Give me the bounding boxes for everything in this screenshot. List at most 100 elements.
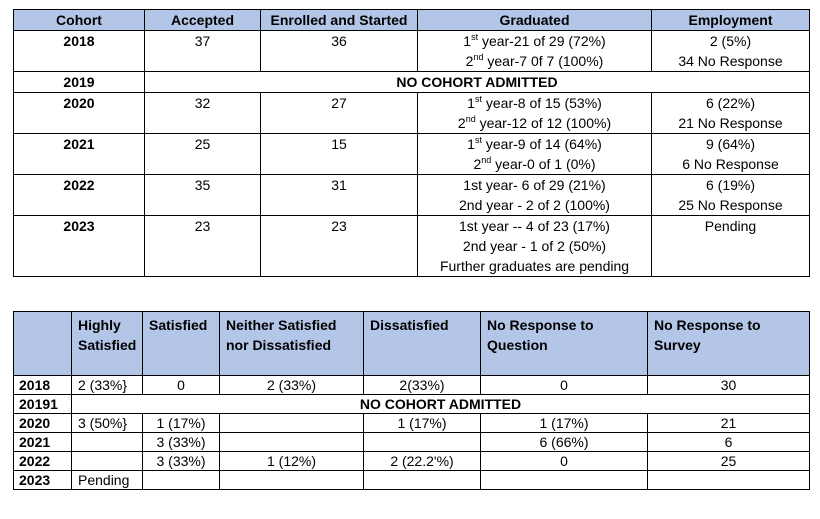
accepted-count: 25 (144, 133, 261, 175)
dissatisfied-value: 2(33%) (363, 375, 481, 395)
cohort-year: 2021 (13, 133, 145, 175)
enrolled-count: 31 (260, 174, 418, 216)
no-response-survey-value: 21 (647, 413, 810, 433)
survey-year: 2023 (13, 470, 72, 490)
satisfied-value (142, 470, 220, 490)
table-row: 2022 35 31 1st year- 6 of 29 (21%) 2nd y… (13, 174, 810, 216)
satisfaction-table: Highly Satisfied Satisfied Neither Satis… (13, 311, 810, 490)
grad-line: 1st year- 6 of 29 (21%) (463, 177, 606, 193)
highly-satisfied-value (71, 451, 143, 471)
cohort-year: 2019 (13, 71, 145, 93)
enrolled-count: 27 (260, 92, 418, 134)
accepted-count: 23 (144, 215, 261, 277)
grad-line: 2nd year-12 of 12 (100%) (457, 114, 612, 131)
grad-line: 2nd year - 2 of 2 (100%) (459, 197, 610, 213)
header-neither: Neither Satisfied nor Dissatisfied (219, 311, 364, 376)
accepted-count: 37 (144, 30, 261, 72)
survey-year: 20191 (13, 394, 72, 414)
table-row: 2019 NO COHORT ADMITTED (13, 71, 810, 93)
highly-satisfied-value: 2 (33%} (71, 375, 143, 395)
dissatisfied-value: 1 (17%) (363, 413, 481, 433)
dissatisfied-value: 2 (22.2'%) (363, 451, 481, 471)
no-cohort-note: NO COHORT ADMITTED (71, 394, 810, 414)
satisfaction-header-row: Highly Satisfied Satisfied Neither Satis… (13, 311, 810, 376)
highly-satisfied-value: 3 (50%} (71, 413, 143, 433)
grad-line: 2nd year - 1 of 2 (50%) (462, 238, 607, 254)
survey-year: 2020 (13, 413, 72, 433)
highly-satisfied-value (71, 432, 143, 452)
no-response-survey-value: 30 (647, 375, 810, 395)
header-no-response-question: No Response to Question (480, 311, 648, 376)
no-response-question-value: 6 (66%) (480, 432, 648, 452)
neither-value (219, 413, 364, 433)
dissatisfied-value (363, 432, 481, 452)
satisfied-value: 3 (33%) (142, 432, 220, 452)
cohort-year: 2022 (13, 174, 145, 216)
employment-cell: 6 (22%) 21 No Response (651, 92, 810, 134)
table-row: 2020 32 27 1st year-8 of 15 (53%) 2nd ye… (13, 92, 810, 134)
satisfied-value: 1 (17%) (142, 413, 220, 433)
survey-year: 2018 (13, 375, 72, 395)
graduated-cell: 1st year-8 of 15 (53%) 2nd year-12 of 12… (417, 92, 652, 134)
grad-line: Further graduates are pending (439, 258, 630, 274)
employment-cell: 9 (64%) 6 No Response (651, 133, 810, 175)
header-dissatisfied: Dissatisfied (363, 311, 481, 376)
table-row: 2023 Pending (13, 470, 810, 490)
header-graduated: Graduated (417, 9, 652, 31)
enrolled-count: 36 (260, 30, 418, 72)
employment-cell: 6 (19%) 25 No Response (651, 174, 810, 216)
table-row: 2021 3 (33%) 6 (66%) 6 (13, 432, 810, 452)
no-response-survey-value (647, 470, 810, 490)
table-row: 2021 25 15 1st year-9 of 14 (64%) 2nd ye… (13, 133, 810, 175)
header-accepted: Accepted (144, 9, 261, 31)
table-row: 2018 2 (33%} 0 2 (33%) 2(33%) 0 30 (13, 375, 810, 395)
enrolled-count: 15 (260, 133, 418, 175)
table-row: 2023 23 23 1st year -- 4 of 23 (17%) 2nd… (13, 215, 810, 277)
neither-value: 2 (33%) (219, 375, 364, 395)
cohort-year: 2023 (13, 215, 145, 277)
header-enrolled: Enrolled and Started (260, 9, 418, 31)
header-cohort: Cohort (13, 9, 145, 31)
no-response-survey-value: 25 (647, 451, 810, 471)
graduated-cell: 1st year-9 of 14 (64%) 2nd year-0 of 1 (… (417, 133, 652, 175)
outcomes-table: Cohort Accepted Enrolled and Started Gra… (13, 9, 810, 277)
grad-line: 1st year -- 4 of 23 (17%) (459, 218, 610, 234)
neither-value (219, 432, 364, 452)
grad-line: 1st year-8 of 15 (53%) (467, 94, 602, 111)
no-response-question-value (480, 470, 648, 490)
cohort-year: 2018 (13, 30, 145, 72)
no-response-question-value: 0 (480, 451, 648, 471)
no-response-question-value: 0 (480, 375, 648, 395)
grad-line: 2nd year-0 of 1 (0%) (473, 155, 596, 172)
header-year (13, 311, 72, 376)
survey-year: 2021 (13, 432, 72, 452)
dissatisfied-value (363, 470, 481, 490)
survey-year: 2022 (13, 451, 72, 471)
employment-cell: Pending (651, 215, 810, 277)
no-cohort-note: NO COHORT ADMITTED (144, 71, 810, 93)
highly-satisfied-value: Pending (71, 470, 143, 490)
neither-value: 1 (12%) (219, 451, 364, 471)
header-highly-satisfied: Highly Satisfied (71, 311, 143, 376)
header-no-response-survey: No Response to Survey (647, 311, 810, 376)
grad-line: 1st year-9 of 14 (64%) (467, 135, 602, 152)
table-row: 2022 3 (33%) 1 (12%) 2 (22.2'%) 0 25 (13, 451, 810, 471)
accepted-count: 32 (144, 92, 261, 134)
cohort-year: 2020 (13, 92, 145, 134)
header-satisfied: Satisfied (142, 311, 220, 376)
header-employment: Employment (651, 9, 810, 31)
table-row: 2020 3 (50%} 1 (17%) 1 (17%) 1 (17%) 21 (13, 413, 810, 433)
graduated-cell: 1st year -- 4 of 23 (17%) 2nd year - 1 o… (417, 215, 652, 277)
table-row: 20191 NO COHORT ADMITTED (13, 394, 810, 414)
no-response-question-value: 1 (17%) (480, 413, 648, 433)
table-row: 2018 37 36 1st year-21 of 29 (72%) 2nd y… (13, 30, 810, 72)
satisfied-value: 0 (142, 375, 220, 395)
satisfied-value: 3 (33%) (142, 451, 220, 471)
neither-value (219, 470, 364, 490)
no-response-survey-value: 6 (647, 432, 810, 452)
outcomes-header-row: Cohort Accepted Enrolled and Started Gra… (13, 9, 810, 31)
graduated-cell: 1st year- 6 of 29 (21%) 2nd year - 2 of … (417, 174, 652, 216)
graduated-cell: 1st year-21 of 29 (72%) 2nd year-7 0f 7 … (417, 30, 652, 72)
grad-line: 2nd year-7 0f 7 (100%) (465, 52, 604, 69)
enrolled-count: 23 (260, 215, 418, 277)
